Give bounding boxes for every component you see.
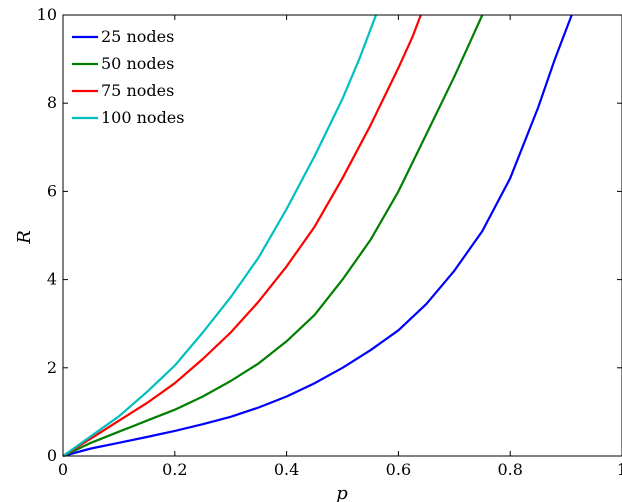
x-tick-label: 0.4 (274, 460, 299, 479)
series-lines (62, 14, 573, 458)
x-tick-label: 0.2 (162, 460, 187, 479)
series-line-4 (62, 14, 378, 457)
y-axis-label: R (14, 230, 35, 245)
y-tick-label: 2 (47, 358, 57, 377)
x-tick-label: 0 (58, 460, 68, 479)
legend-label-2: 50 nodes (101, 54, 174, 73)
y-tick-label: 0 (47, 446, 57, 465)
legend-label-1: 25 nodes (101, 27, 174, 46)
x-tick-label: 0.6 (386, 460, 411, 479)
y-tick-label: 6 (47, 181, 57, 200)
x-tick-label: 0.8 (497, 460, 522, 479)
plot-frame (62, 14, 622, 457)
series-line-1 (62, 14, 573, 458)
tick-labels: 00.20.40.60.810246810 (37, 5, 622, 479)
y-tick-label: 8 (47, 93, 57, 112)
legend-label-3: 75 nodes (101, 81, 174, 100)
legend: 25 nodes 50 nodes 75 nodes 100 nodes (72, 27, 184, 127)
y-tick-label: 4 (47, 270, 57, 289)
series-line-2 (62, 14, 484, 457)
legend-label-4: 100 nodes (101, 108, 184, 127)
y-tick-label: 10 (37, 5, 57, 24)
x-tick-label: 1 (617, 460, 622, 479)
x-axis-label: p (336, 483, 348, 502)
series-line-3 (62, 14, 422, 457)
